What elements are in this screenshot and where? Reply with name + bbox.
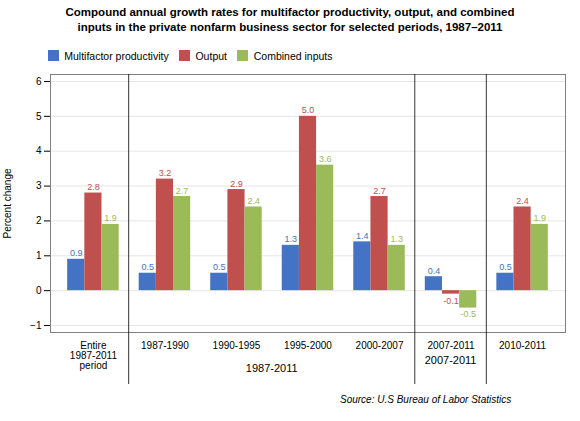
html-text:Combined inputs: Combined inputs: [253, 49, 333, 62]
svg-text:1.4: 1.4: [356, 231, 369, 241]
svg-text:3.6: 3.6: [319, 154, 332, 164]
svg-text:0.5: 0.5: [142, 262, 155, 272]
svg-text:1987-2011: 1987-2011: [246, 362, 298, 374]
svg-text:2007-2011: 2007-2011: [428, 340, 476, 351]
svg-text:2.4: 2.4: [516, 196, 529, 206]
svg-text:5: 5: [36, 111, 42, 122]
svg-text:5.0: 5.0: [302, 105, 315, 115]
svg-text:0: 0: [36, 285, 42, 296]
svg-text:2010-2011: 2010-2011: [499, 340, 547, 351]
svg-text:Percent change: Percent change: [2, 168, 13, 238]
svg-text:2.7: 2.7: [373, 186, 386, 196]
svg-text:2.7: 2.7: [176, 186, 189, 196]
html-text:inputs in the private nonfarm: inputs in the private nonfarm business s…: [77, 21, 503, 33]
svg-text:6: 6: [36, 76, 42, 87]
svg-text:3.2: 3.2: [159, 168, 172, 178]
html-text:Compound annual growth rates f: Compound annual growth rates for multifa…: [65, 6, 515, 18]
svg-text:1990-1995: 1990-1995: [213, 340, 261, 351]
html-text:Multifactor productivity: Multifactor productivity: [64, 49, 169, 62]
svg-text:0.5: 0.5: [499, 262, 512, 272]
svg-text:1987-1990: 1987-1990: [141, 340, 189, 351]
svg-text:2000-2007: 2000-2007: [356, 340, 404, 351]
svg-text:1995-2000: 1995-2000: [284, 340, 332, 351]
svg-text:-0.1: -0.1: [443, 296, 459, 306]
svg-text:0.9: 0.9: [70, 248, 83, 258]
svg-text:2.4: 2.4: [247, 196, 260, 206]
svg-text:3: 3: [36, 180, 42, 191]
svg-text:1.9: 1.9: [104, 213, 117, 223]
svg-text:0.4: 0.4: [428, 266, 441, 276]
svg-text:-0.5: -0.5: [460, 309, 476, 319]
svg-text:2.8: 2.8: [87, 182, 100, 192]
svg-text:1.3: 1.3: [285, 234, 298, 244]
html-text:Source: U.S Bureau of Labor St: Source: U.S Bureau of Labor Statistics: [340, 394, 512, 405]
svg-text:Entire1987-2011period: Entire1987-2011period: [70, 340, 118, 371]
svg-text:4: 4: [36, 145, 42, 156]
svg-text:−1: −1: [30, 320, 42, 331]
svg-text:1.9: 1.9: [533, 213, 546, 223]
svg-text:1: 1: [36, 250, 42, 261]
svg-text:1.3: 1.3: [390, 234, 403, 244]
html-text:Output: Output: [195, 49, 227, 62]
svg-text:2007-2011: 2007-2011: [425, 354, 477, 366]
svg-text:2: 2: [36, 215, 42, 226]
svg-text:2.9: 2.9: [230, 179, 243, 189]
svg-text:0.5: 0.5: [213, 262, 226, 272]
